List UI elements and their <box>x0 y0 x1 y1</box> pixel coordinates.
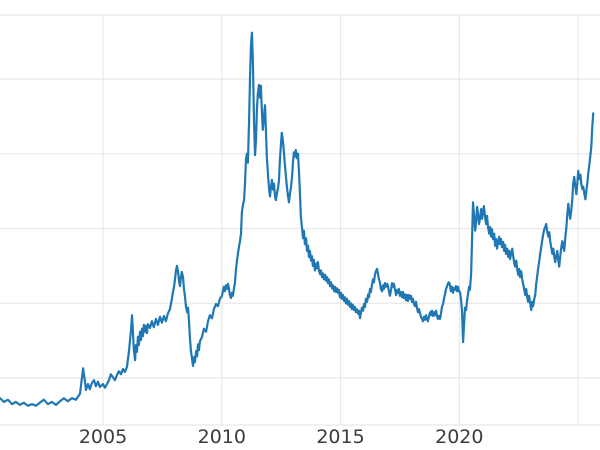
x-tick-label: 2015 <box>316 426 364 448</box>
price-line-series <box>0 31 595 407</box>
x-tick-label: 2010 <box>198 426 246 448</box>
x-tick-label: 2005 <box>79 426 127 448</box>
x-tick-label: 2020 <box>435 426 483 448</box>
